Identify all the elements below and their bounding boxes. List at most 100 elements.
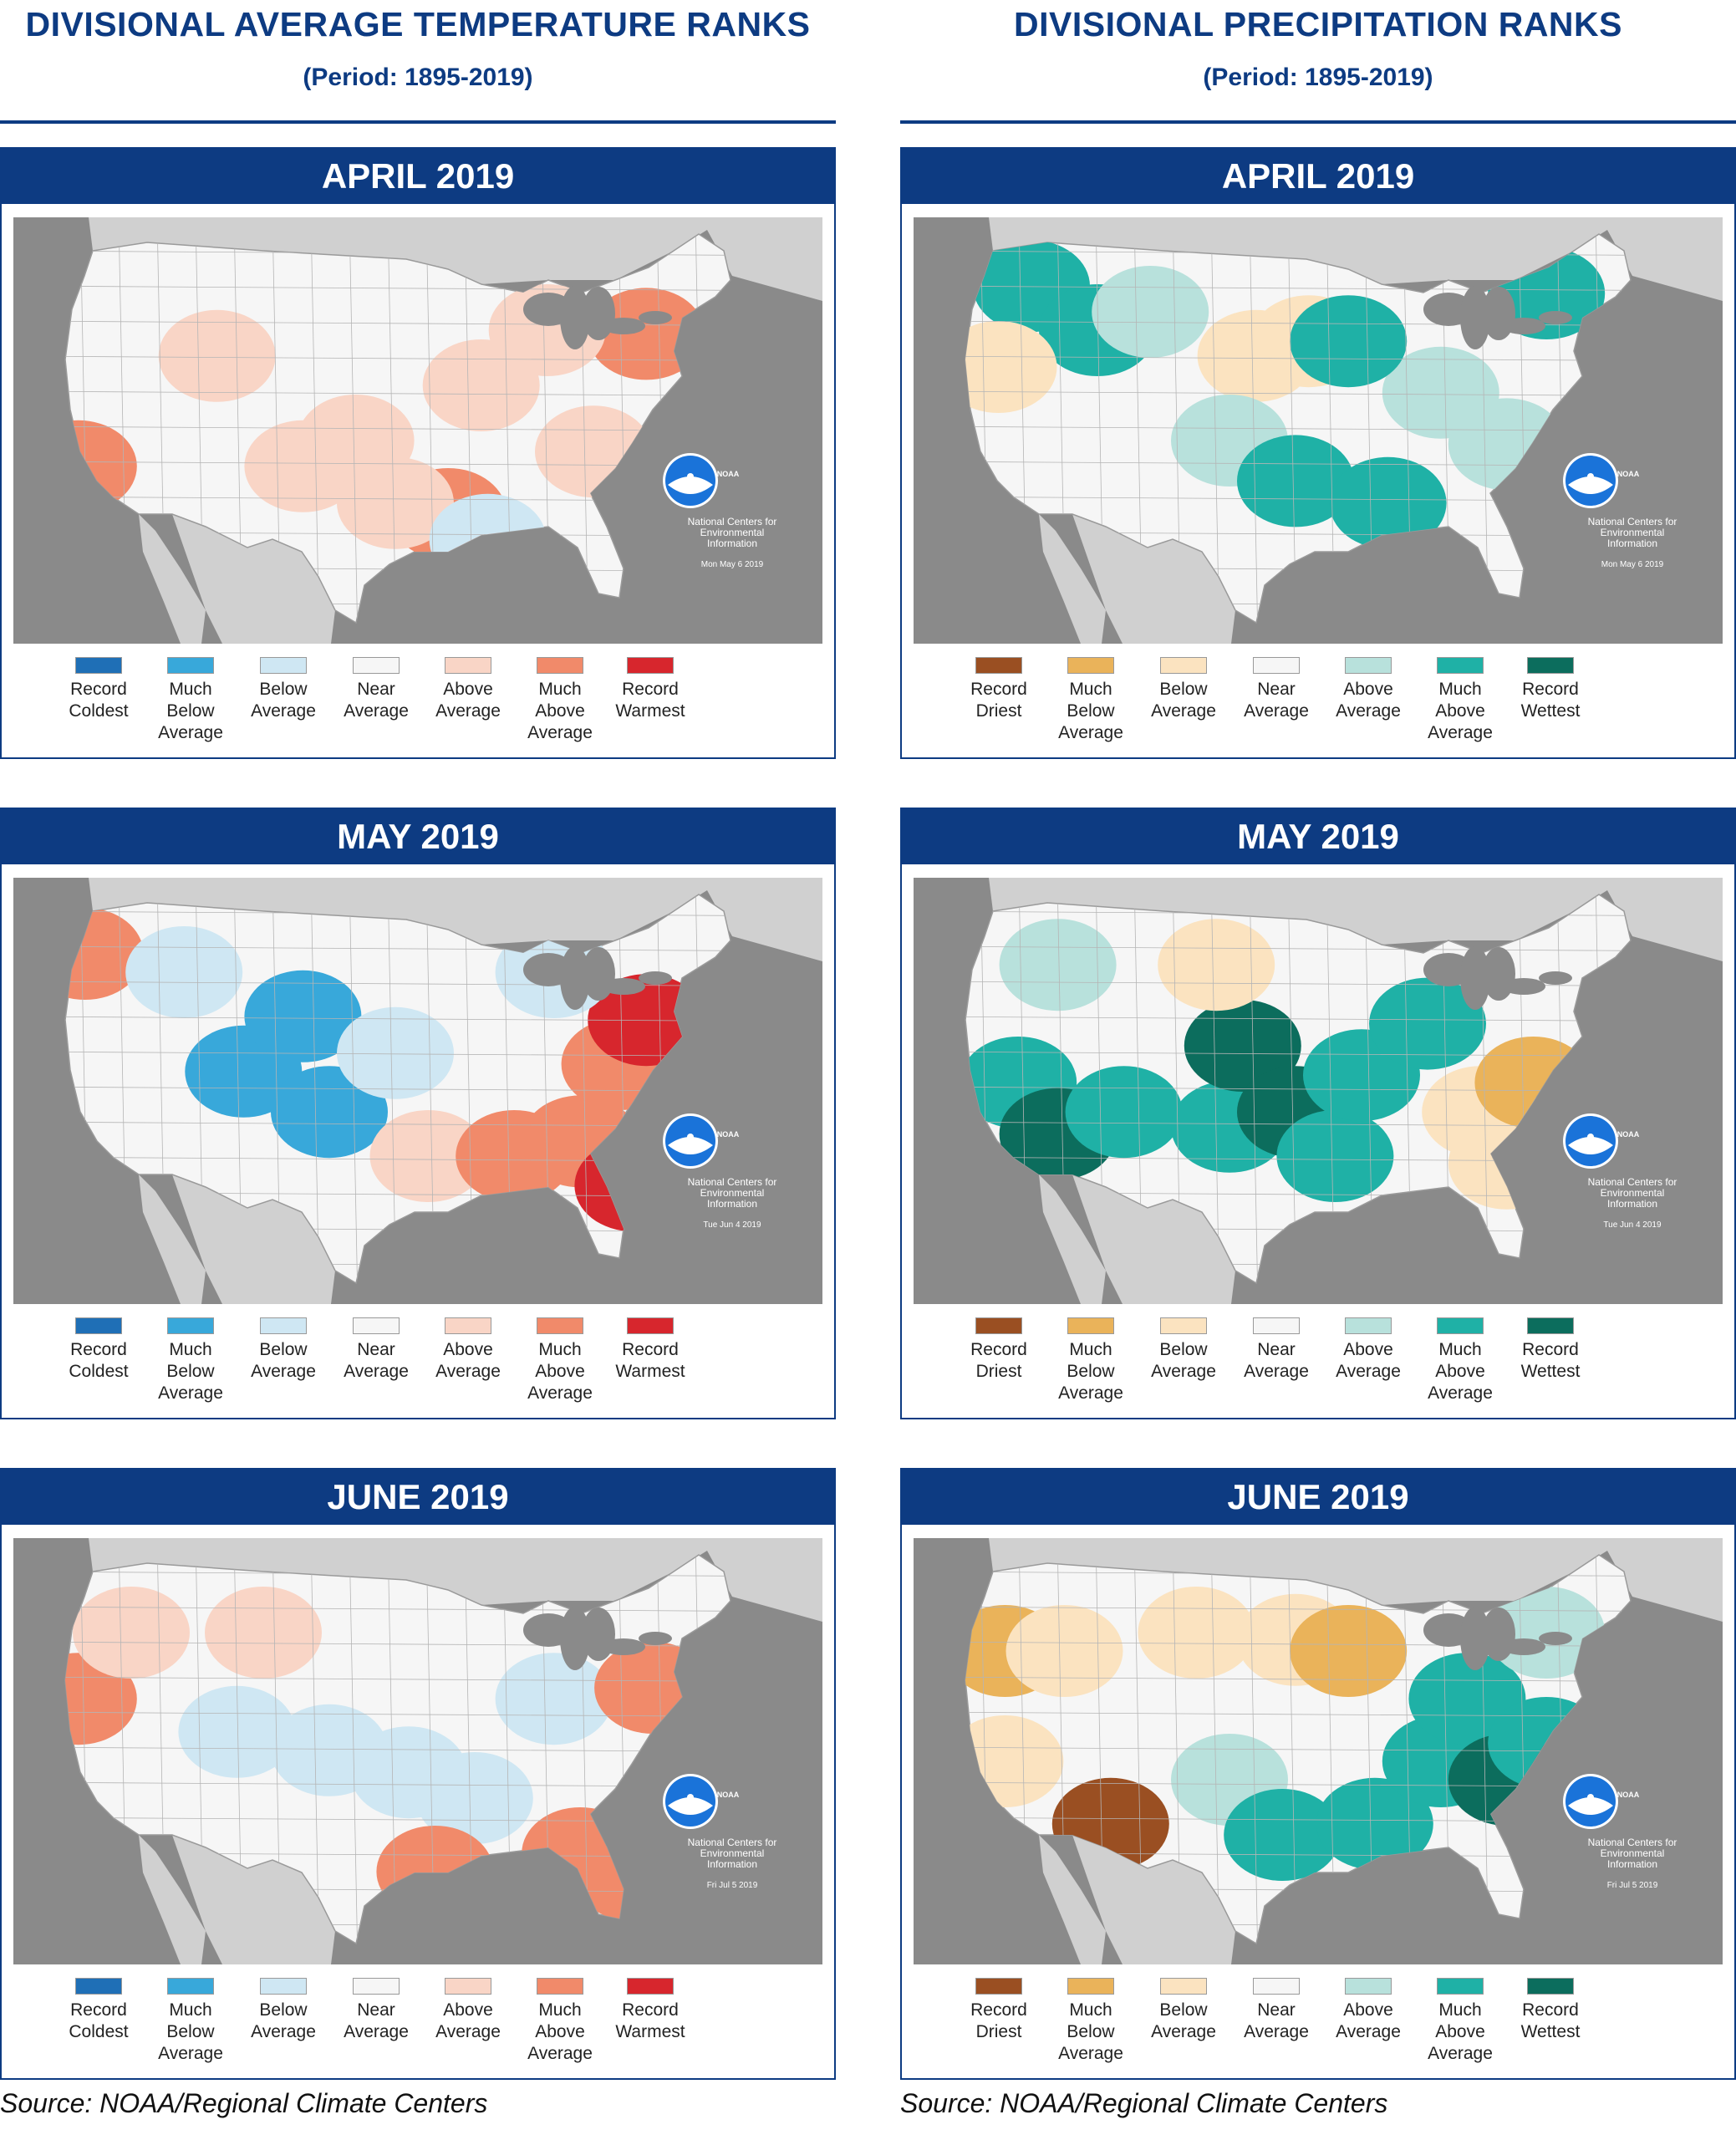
division-region	[999, 919, 1117, 1011]
division-region	[429, 493, 547, 586]
legend-swatch	[75, 1978, 122, 1995]
division-region	[1092, 266, 1209, 358]
division-region	[965, 1715, 1064, 1807]
legend-label: Near	[357, 1340, 395, 1359]
legend-swatch	[445, 1978, 491, 1995]
division-border	[734, 878, 742, 1304]
great-lake	[1460, 286, 1490, 349]
legend-item: Record Wettest	[1509, 1978, 1592, 2043]
climate-divisions	[65, 878, 742, 1304]
great-lake	[560, 946, 590, 1010]
legend-swatch	[353, 1317, 400, 1334]
noaa-caption-line: National Centers for	[1587, 1837, 1677, 1848]
legend-label: Wettest	[1520, 701, 1581, 721]
legend-item: Much Below Average	[149, 657, 232, 744]
division-region	[65, 908, 144, 1000]
division-border	[65, 285, 731, 292]
legend-swatch	[1160, 1317, 1207, 1334]
legend-label: Average	[1428, 1383, 1493, 1403]
noaa-caption: National Centers for Environmental Informa…	[661, 517, 803, 549]
legend-label: Average	[1058, 1383, 1123, 1403]
legend-swatch	[1345, 1978, 1392, 1995]
noaa-logo-text: NOAA	[1616, 470, 1640, 478]
legend-label: Warmest	[615, 2022, 685, 2041]
legend-label: Above	[535, 1362, 585, 1381]
division-border	[65, 601, 731, 608]
legend-swatch	[75, 657, 122, 674]
legend-label: Average	[344, 1362, 409, 1381]
noaa-caption: National Centers for Environmental Informa…	[1561, 1177, 1703, 1210]
legend-label: Average	[1428, 723, 1493, 742]
legend-label: Record	[70, 2000, 127, 2020]
legend-item: Below Average	[1142, 1978, 1225, 2043]
temperature-title: DIVISIONAL AVERAGE TEMPERATURE RANKS	[25, 5, 811, 43]
map-date: Mon May 6 2019	[700, 560, 764, 569]
division-region	[1316, 1777, 1433, 1870]
climate-divisions	[965, 217, 1642, 644]
legend-item: Below Average	[242, 657, 325, 722]
legend-item: Below Average	[242, 1317, 325, 1383]
panel-header: MAY 2019	[2, 809, 834, 864]
noaa-caption-line: Information	[706, 1198, 758, 1210]
legend-item: Much Below Average	[1049, 1317, 1133, 1404]
legend-item: Much Below Average	[1049, 657, 1133, 744]
temperature-legend: Record Coldest Much Below Average Below Averag…	[2, 657, 834, 757]
legend-swatch	[1067, 657, 1114, 674]
legend-label: Record	[970, 680, 1027, 699]
legend-label: Record	[1522, 2000, 1579, 2020]
source-note: Source: NOAA/Regional Climate Centers	[900, 2088, 1388, 2118]
divider	[0, 120, 836, 124]
legend-label: Much	[1069, 680, 1112, 699]
division-region	[1369, 977, 1486, 1070]
legend-label: Much	[538, 1340, 582, 1359]
temperature-panel-june: JUNE 2019 NOAA National Centers for Enviro…	[0, 1468, 836, 2080]
legend-label: Average	[1244, 701, 1309, 721]
great-lake	[1502, 1638, 1545, 1655]
division-border	[310, 234, 320, 623]
great-lake	[560, 1607, 590, 1670]
noaa-logo-text: NOAA	[1616, 1791, 1640, 1799]
legend-label: Much	[538, 2000, 582, 2020]
noaa-caption: National Centers for Environmental Informa…	[661, 1837, 803, 1870]
great-lake	[560, 286, 590, 349]
division-border	[734, 217, 742, 644]
precipitation-panel-may: MAY 2019 NOAA National Centers for Environ…	[900, 808, 1736, 1419]
legend-label: Above	[1343, 680, 1393, 699]
panel-header: JUNE 2019	[902, 1470, 1734, 1525]
temperature-panel-may: MAY 2019 NOAA National Centers for Environ…	[0, 808, 836, 1419]
division-border	[1634, 1538, 1642, 1964]
legend-item: Much Above Average	[518, 1978, 602, 2065]
legend-swatch	[1437, 657, 1484, 674]
legend-label: Above	[443, 680, 493, 699]
precipitation-map-april: NOAA National Centers for Environmental Inf…	[914, 217, 1723, 644]
noaa-logo-icon	[663, 1774, 718, 1829]
legend-item: Record Wettest	[1509, 1317, 1592, 1383]
noaa-logo-icon	[1563, 1774, 1618, 1829]
legend-label: Average	[527, 2044, 593, 2063]
legend-label: Much	[169, 680, 212, 699]
legend-label: Much	[1438, 680, 1482, 699]
legend-item: Below Average	[1142, 1317, 1225, 1383]
legend-item: Above Average	[426, 1978, 510, 2043]
precipitation-panel-april: APRIL 2019 NOAA National Centers for Envir…	[900, 147, 1736, 759]
division-border	[1634, 217, 1642, 644]
legend-label: Average	[158, 1383, 223, 1403]
legend-label: Much	[538, 680, 582, 699]
division-border	[1634, 878, 1642, 1304]
legend-item: Near Average	[334, 1978, 418, 2043]
division-border	[1249, 894, 1259, 1283]
baja-landmass	[139, 1835, 206, 1964]
division-region	[244, 970, 362, 1062]
noaa-caption: National Centers for Environmental Informa…	[661, 1177, 803, 1210]
legend-swatch	[627, 657, 674, 674]
divider	[900, 120, 1736, 124]
mexico-landmass	[1072, 514, 1235, 644]
division-border	[65, 945, 731, 952]
legend-label: Average	[1244, 2022, 1309, 2041]
division-region	[535, 405, 652, 498]
division-region	[1237, 435, 1354, 527]
source-note: Source: NOAA/Regional Climate Centers	[0, 2088, 488, 2118]
legend-swatch	[75, 1317, 122, 1334]
division-border	[965, 1606, 1631, 1613]
division-border	[965, 945, 1631, 952]
